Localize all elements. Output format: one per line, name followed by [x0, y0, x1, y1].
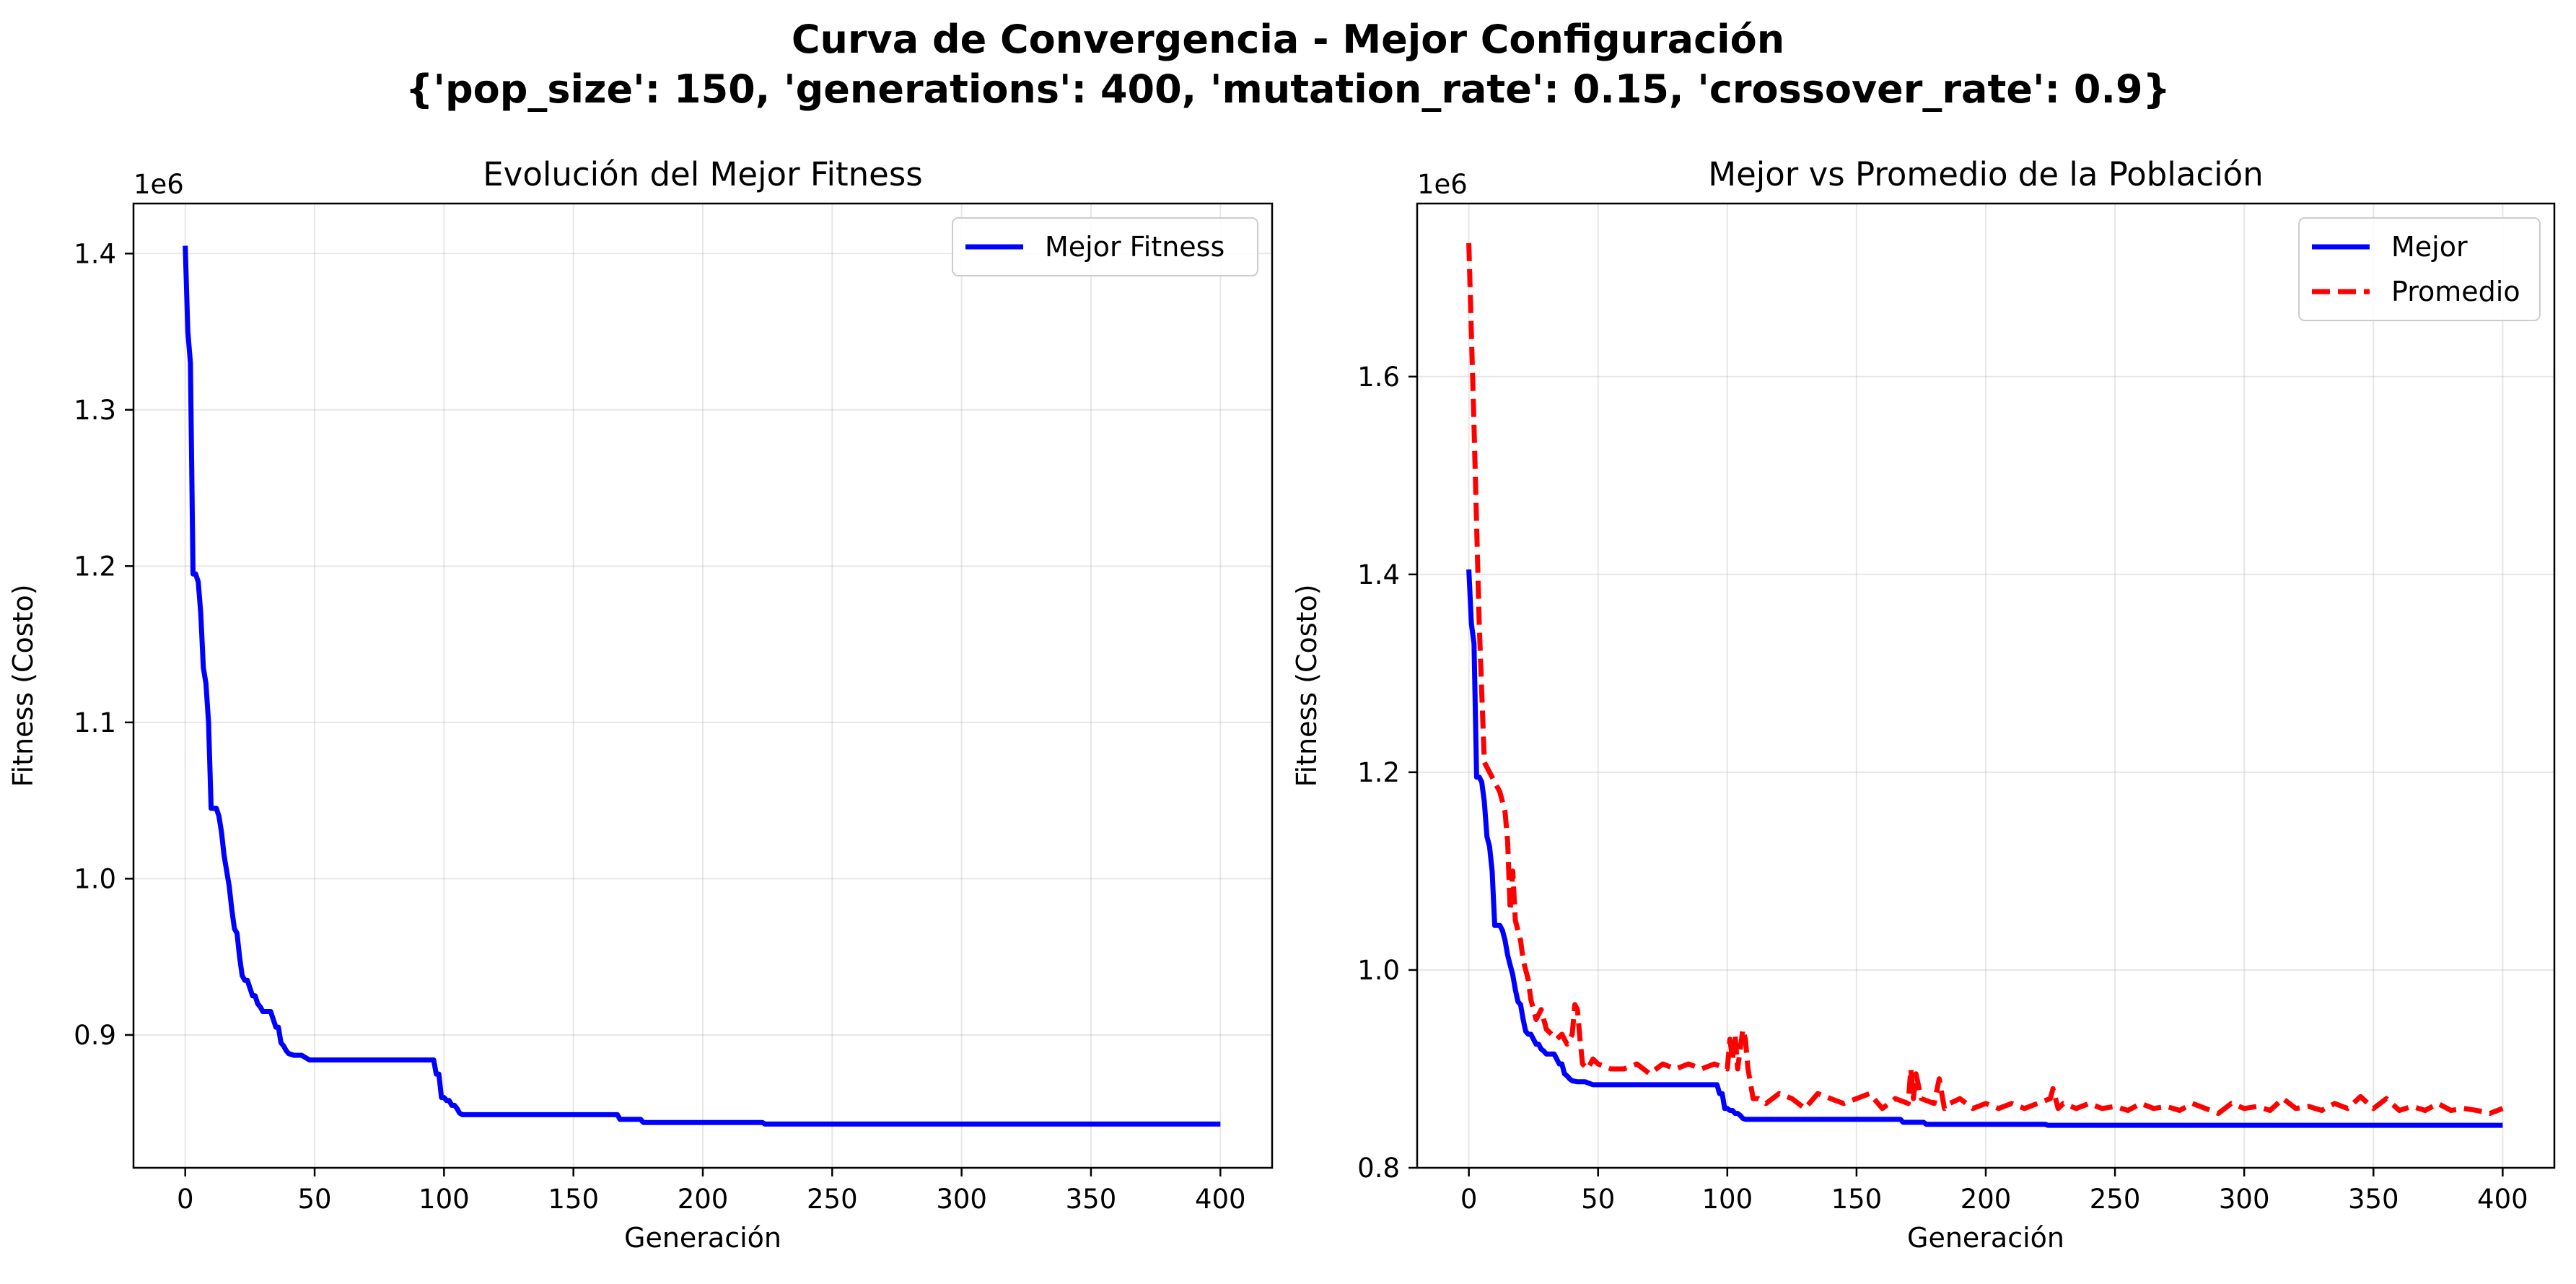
figure-title-line2: {'pop_size': 150, 'generations': 400, 'm… — [406, 66, 2170, 112]
chart1-x-tick-label: 150 — [548, 1184, 599, 1215]
chart1-x-tick-label: 250 — [807, 1184, 858, 1215]
chart1-y-tick-label: 1.4 — [74, 238, 116, 269]
chart2-y-tick-label: 1.2 — [1357, 757, 1400, 788]
chart1-y-tick-label: 0.9 — [74, 1020, 116, 1051]
chart1-y-tick-label: 1.2 — [74, 551, 116, 582]
chart1-y-tick-label: 1.1 — [74, 707, 116, 738]
chart2-x-tick-label: 150 — [1831, 1184, 1883, 1215]
chart1-y-tick-label: 1.0 — [74, 863, 116, 894]
chart1-y-offset-label: 1e6 — [133, 169, 184, 200]
chart2-x-axis-label: Generación — [1907, 1222, 2064, 1254]
chart1-x-tick-label: 350 — [1066, 1184, 1117, 1215]
chart2-legend-label: Promedio — [2391, 276, 2520, 307]
chart1-x-tick-label: 200 — [678, 1184, 729, 1215]
chart2-legend: Mejor Promedio — [2298, 217, 2541, 321]
chart2-x-tick-label: 400 — [2477, 1184, 2528, 1215]
chart1-legend-box — [952, 217, 1258, 276]
chart1-x-tick-label: 0 — [177, 1184, 194, 1215]
chart2-x-tick-label: 0 — [1460, 1184, 1478, 1215]
chart1-legend-label: Mejor Fitness — [1045, 231, 1225, 263]
chart2-y-tick-label: 1.0 — [1357, 955, 1400, 986]
chart1-series-line-mejor-fitness — [183, 245, 1221, 1127]
plot-best-fitness: 0 50 100 150 200 250 300 350 400 0.9 1.0 1.1 1.2 1.3 1… — [7, 155, 1274, 1254]
chart1-x-tick-label: 300 — [936, 1184, 987, 1215]
chart2-y-tick-label: 1.6 — [1357, 362, 1400, 393]
chart2-series-line-promedio — [1466, 243, 2504, 1117]
chart2-y-tick-label: 0.8 — [1357, 1153, 1400, 1184]
chart2-y-axis-label: Fitness (Costo) — [1291, 584, 1323, 787]
chart2-x-tick-label: 300 — [2219, 1184, 2270, 1215]
chart2-x-tick-label: 350 — [2348, 1184, 2399, 1215]
chart1-x-axis-label: Generación — [624, 1222, 781, 1254]
chart1-x-tick-label: 400 — [1195, 1184, 1246, 1215]
chart2-x-tick-label: 250 — [2090, 1184, 2141, 1215]
chart1-title: Evolución del Mejor Fitness — [483, 155, 922, 193]
chart2-legend-label: Mejor — [2391, 231, 2468, 263]
chart1-y-tick-label: 1.3 — [74, 395, 116, 426]
chart2-x-tick-label: 200 — [1961, 1184, 2012, 1215]
chart1-legend: Mejor Fitness — [952, 217, 1258, 276]
chart2-y-offset-label: 1e6 — [1417, 169, 1468, 200]
chart2-title: Mejor vs Promedio de la Población — [1708, 155, 2263, 193]
chart2-x-tick-label: 100 — [1702, 1184, 1753, 1215]
chart1-x-tick-label: 50 — [297, 1184, 331, 1215]
chart2-legend-box — [2298, 217, 2541, 321]
chart1-x-tick-label: 100 — [419, 1184, 470, 1215]
chart2-x-tick-label: 50 — [1581, 1184, 1615, 1215]
chart1-y-axis-label: Fitness (Costo) — [7, 584, 39, 787]
chart2-series-line-mejor — [1466, 569, 2503, 1128]
figure-title-line1: Curva de Convergencia - Mejor Configurac… — [792, 17, 1784, 62]
chart2-y-tick-label: 1.4 — [1357, 559, 1400, 590]
plot-best-vs-average: 0 50 100 150 200 250 300 350 400 0.8 1.0 1.2 1.4 1.6 1… — [1291, 155, 2556, 1254]
